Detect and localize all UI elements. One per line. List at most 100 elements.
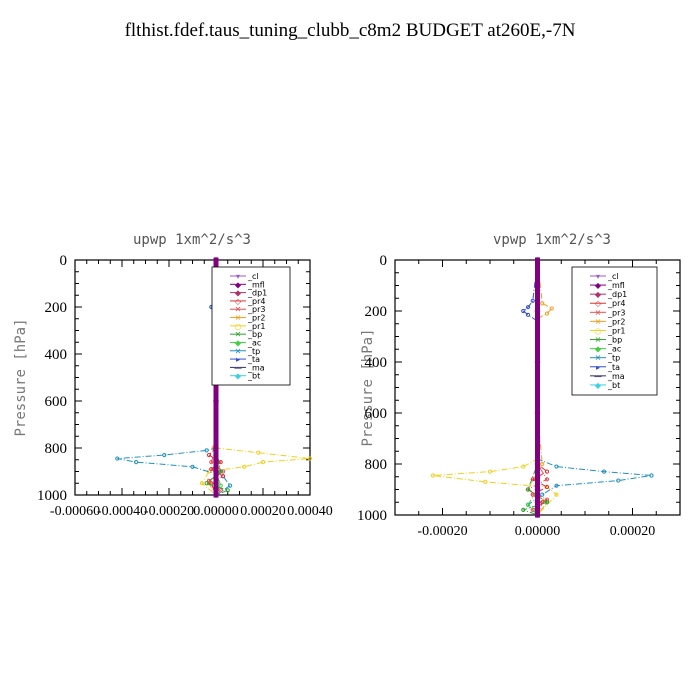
legend: ▾ _cl ◆ _mfl ◆ _dp1 ◇ _pr4 ✕ _pr3 ✕ _pr2 ○ _pr1 ✕ _bp ◆ _… bbox=[571, 266, 658, 396]
legend-label: _ma bbox=[607, 372, 625, 381]
series-marker-mfl bbox=[535, 481, 540, 487]
x-tick-label: 0.00040 bbox=[287, 504, 333, 519]
series-marker-mfl bbox=[535, 339, 540, 345]
series-marker-mfl bbox=[535, 504, 540, 510]
legend-marker: ▸ bbox=[596, 363, 600, 372]
series-marker-mfl bbox=[535, 428, 540, 434]
series-line-bp bbox=[521, 260, 549, 516]
series-marker-mfl bbox=[535, 507, 540, 513]
series-marker-mfl bbox=[535, 323, 540, 329]
series-marker-mfl bbox=[535, 359, 540, 365]
series-marker-mfl bbox=[535, 456, 540, 462]
series-marker-mfl bbox=[535, 471, 540, 477]
series-marker-mfl bbox=[535, 443, 540, 449]
series-marker-mfl bbox=[535, 316, 540, 322]
series-marker-mfl bbox=[535, 346, 540, 352]
series-marker-mfl bbox=[535, 372, 540, 378]
y-tick-label: 800 bbox=[45, 441, 68, 457]
plot-title: upwp 1xm^2/s^3 bbox=[133, 232, 251, 248]
series-marker-mfl bbox=[535, 387, 540, 393]
series-point-pr2 bbox=[544, 311, 550, 316]
series-marker-mfl bbox=[535, 379, 540, 385]
legend-marker: ▾ bbox=[236, 272, 240, 281]
series-point-pr3 bbox=[218, 488, 223, 493]
series-point-pr2 bbox=[540, 461, 545, 467]
series-marker-mfl bbox=[535, 441, 540, 447]
x-tick-label: -0.00020 bbox=[417, 524, 467, 539]
x-tick-label: -0.00020 bbox=[144, 504, 194, 519]
x-tick-label: 0.00000 bbox=[193, 504, 239, 519]
legend-marker: ◆ bbox=[595, 281, 602, 290]
series-point-pr1 bbox=[256, 450, 261, 455]
legend-marker: ✕ bbox=[235, 314, 242, 323]
legend-label: _pr3 bbox=[247, 305, 265, 314]
series-point-tp bbox=[649, 473, 654, 478]
legend-label: _bp bbox=[247, 330, 262, 339]
series-marker-mfl bbox=[535, 305, 540, 311]
series-point-tp bbox=[204, 448, 209, 453]
series-marker-mfl bbox=[535, 262, 540, 268]
legend-marker: ◆ bbox=[595, 381, 602, 390]
series-marker-mfl bbox=[535, 344, 540, 350]
series-marker-mfl bbox=[535, 328, 540, 334]
series-marker-mfl bbox=[535, 288, 540, 294]
series-marker-mfl bbox=[535, 484, 540, 490]
legend-marker: ✕ bbox=[235, 347, 242, 356]
legend-label: _dp1 bbox=[247, 289, 267, 298]
x-tick-label: 0.00020 bbox=[240, 504, 286, 519]
series-marker-mfl bbox=[535, 420, 540, 426]
series-marker-mfl bbox=[535, 283, 540, 288]
y-tick-label: 1000 bbox=[357, 508, 387, 524]
series-marker-mfl bbox=[535, 334, 540, 339]
legend-marker: ▾ bbox=[596, 272, 600, 281]
legend-label: _ta bbox=[247, 355, 260, 364]
series-point-tp bbox=[115, 456, 120, 461]
series-marker-mfl bbox=[535, 509, 540, 515]
plot-title: vpwp 1xm^2/s^3 bbox=[493, 232, 611, 248]
series-point-tp bbox=[162, 452, 167, 458]
plot-panel-1: upwp 1xm^2/s^3 Pressure [hPa] 0 200 400 600 80… bbox=[13, 232, 333, 519]
series-point-ta bbox=[521, 308, 526, 314]
legend-marker: — bbox=[234, 363, 242, 372]
legend-label: _ac bbox=[247, 338, 261, 347]
series-point-pr3 bbox=[209, 460, 214, 465]
series-marker-mfl bbox=[535, 260, 540, 266]
plot-panel-2: vpwp 1xm^2/s^3 Pressure [hPa] 0 200 400 600 80… bbox=[357, 232, 681, 539]
series-marker-mfl bbox=[535, 354, 540, 360]
y-tick-label: 800 bbox=[365, 457, 388, 473]
series-marker-mfl bbox=[535, 265, 540, 271]
y-axis-label: Pressure [hPa] bbox=[360, 328, 376, 446]
series-marker-mfl bbox=[535, 410, 540, 416]
series-marker-mfl bbox=[535, 502, 540, 508]
legend-marker: ◆ bbox=[235, 289, 242, 298]
series-point-pr1 bbox=[554, 492, 559, 497]
series-marker-mfl bbox=[535, 390, 540, 396]
series-marker-mfl bbox=[535, 436, 540, 441]
y-tick-label: 0 bbox=[60, 253, 68, 269]
legend-marker: ✕ bbox=[595, 308, 602, 317]
series-marker-mfl bbox=[535, 321, 540, 327]
series-marker-mfl bbox=[535, 458, 540, 464]
series-marker-mfl bbox=[535, 446, 540, 452]
series-point-tp bbox=[228, 483, 233, 488]
y-tick-label: 600 bbox=[45, 394, 68, 410]
legend-label: _bt bbox=[247, 372, 260, 381]
y-tick-label: 200 bbox=[45, 300, 68, 316]
legend-label: _pr2 bbox=[607, 317, 625, 326]
series-point-tp bbox=[190, 464, 195, 469]
y-tick-label: 600 bbox=[365, 406, 388, 422]
series-marker-mfl bbox=[535, 331, 540, 337]
series-marker-mfl bbox=[535, 405, 540, 411]
series-marker-mfl bbox=[535, 402, 540, 408]
series-point-tp bbox=[554, 464, 559, 469]
series-marker-mfl bbox=[535, 392, 540, 398]
series-point-bp bbox=[225, 488, 230, 493]
y-tick-label: 1000 bbox=[37, 488, 67, 504]
series-point-tp bbox=[540, 492, 545, 497]
series-line-pr1 bbox=[432, 260, 558, 516]
series-point-pr3 bbox=[544, 477, 550, 482]
legend-marker: ✕ bbox=[235, 305, 242, 314]
series-point-ta bbox=[530, 298, 535, 303]
series-marker-mfl bbox=[535, 397, 540, 403]
legend-label: _pr1 bbox=[607, 326, 625, 335]
